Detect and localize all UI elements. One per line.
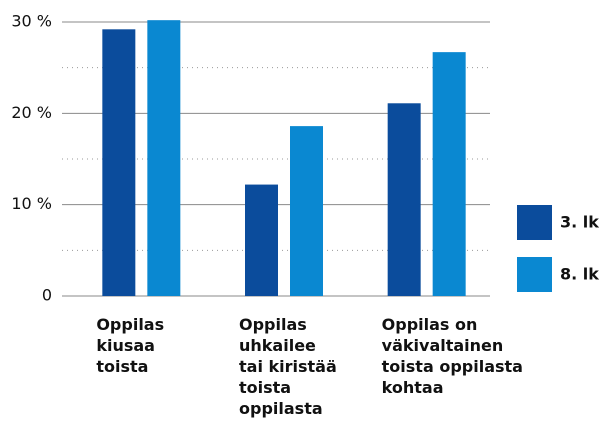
legend-label: 3. lk bbox=[560, 213, 599, 232]
bar bbox=[387, 103, 421, 296]
bar bbox=[102, 29, 136, 296]
bar bbox=[147, 20, 181, 296]
bar bbox=[245, 184, 278, 296]
y-tick-label: 20 % bbox=[11, 103, 52, 122]
x-tick-label: Oppilas on väkivaltainen toista oppilast… bbox=[381, 315, 523, 397]
y-tick-label: 10 % bbox=[11, 194, 52, 213]
y-tick-label: 30 % bbox=[11, 12, 52, 31]
x-tick-label: Oppilas uhkailee tai kiristää toista opp… bbox=[239, 315, 337, 418]
legend-swatch bbox=[517, 257, 552, 292]
bar bbox=[432, 52, 466, 296]
y-tick-label: 0 bbox=[42, 286, 52, 305]
legend-swatch bbox=[517, 205, 552, 240]
x-tick-label: Oppilas kiusaa toista bbox=[96, 315, 165, 376]
legend-label: 8. lk bbox=[560, 265, 599, 284]
bar bbox=[290, 126, 323, 297]
